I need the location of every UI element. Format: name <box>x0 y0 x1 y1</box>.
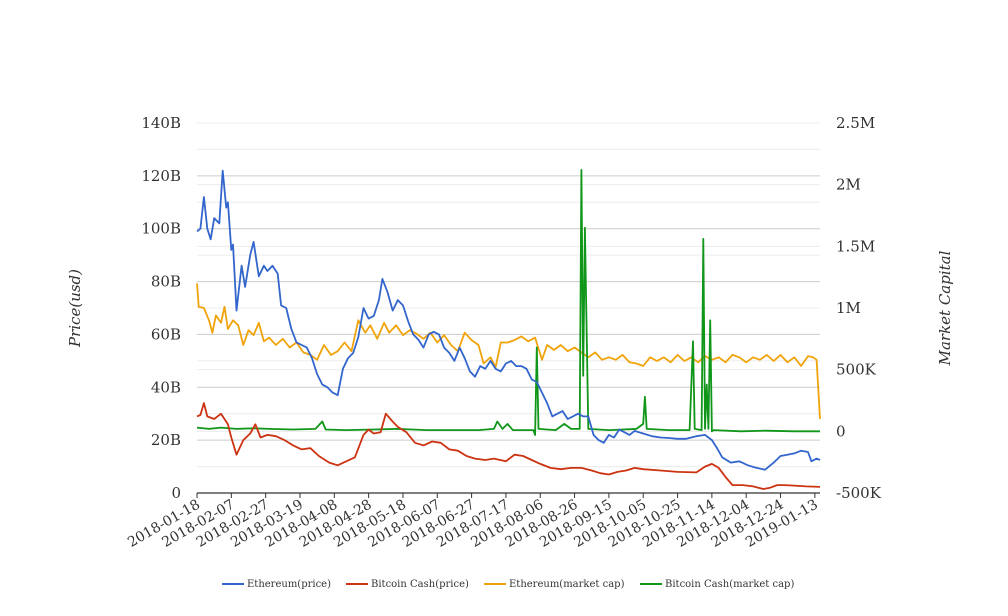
right-tick-label: 0 <box>836 422 846 440</box>
legend-item: Ethereum(market cap) <box>484 579 625 590</box>
series-line-2 <box>196 283 821 420</box>
left-axis: 0 20B 40B 60B 80B 100B 120B 140B <box>141 114 181 502</box>
left-tick-label: 60B <box>151 325 181 343</box>
left-tick-label: 0 <box>171 484 181 502</box>
left-tick-label: 100B <box>141 220 181 238</box>
right-tick-label: 500K <box>836 361 877 379</box>
left-tick-label: 40B <box>151 378 181 396</box>
legend-label: Bitcoin Cash(price) <box>371 579 469 590</box>
plot-area <box>196 168 821 490</box>
right-tick-label: 1M <box>836 299 861 317</box>
left-tick-label: 20B <box>151 431 181 449</box>
right-axis: -500K 0 500K 1M 1.5M 2M 2.5M <box>836 114 882 502</box>
left-tick-label: 140B <box>141 114 181 132</box>
right-tick-label: -500K <box>836 484 882 502</box>
series-line-0 <box>196 169 821 471</box>
right-tick-label: 2M <box>836 176 861 194</box>
right-axis-title: Market Capital <box>936 250 954 366</box>
series-line-1 <box>196 402 821 490</box>
left-tick-label: 120B <box>141 167 181 185</box>
legend-label: Bitcoin Cash(market cap) <box>665 579 794 590</box>
right-tick-label: 1.5M <box>836 237 875 255</box>
grid <box>197 122 820 494</box>
x-axis: 2018-01-182018-02-072018-02-272018-03-19… <box>125 493 821 551</box>
legend: Ethereum(price) Bitcoin Cash(price) Ethere… <box>222 579 794 590</box>
legend-label: Ethereum(price) <box>247 579 331 590</box>
left-axis-title: Price(usd) <box>66 269 84 348</box>
legend-label: Ethereum(market cap) <box>509 579 625 590</box>
left-tick-label: 80B <box>151 273 181 291</box>
right-tick-label: 2.5M <box>836 114 875 132</box>
series-line-3 <box>196 168 820 436</box>
legend-item: Bitcoin Cash(price) <box>346 579 469 590</box>
legend-item: Ethereum(price) <box>222 579 331 590</box>
legend-item: Bitcoin Cash(market cap) <box>640 579 794 590</box>
